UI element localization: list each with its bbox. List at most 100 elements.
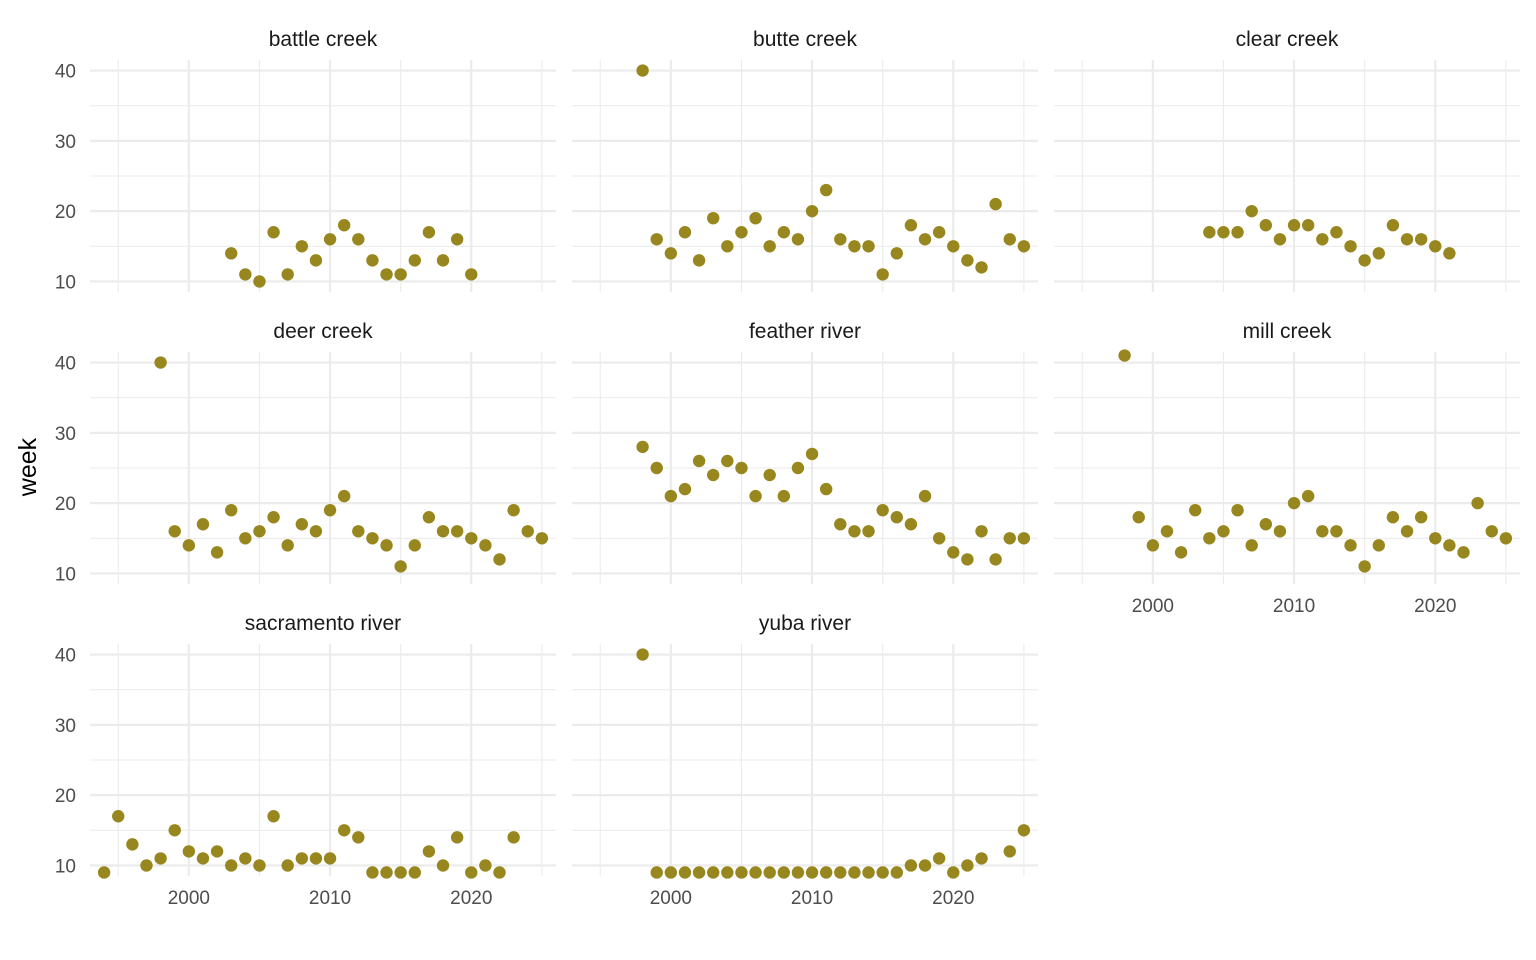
- data-point: [904, 219, 918, 232]
- data-point: [1386, 511, 1400, 524]
- data-point: [323, 233, 337, 246]
- facet-panels: battle creek 10 20 30 40 butte creek clear cre…: [55, 28, 1520, 909]
- data-point: [1118, 349, 1131, 362]
- data-point: [876, 866, 889, 879]
- data-point: [777, 226, 791, 239]
- facet-panel: feather river: [572, 320, 1038, 584]
- data-point: [834, 866, 847, 879]
- x-tick-label: 2010: [791, 888, 833, 909]
- data-point: [1330, 226, 1343, 239]
- data-point: [961, 553, 974, 566]
- data-point: [918, 489, 932, 503]
- data-point: [848, 525, 861, 538]
- data-point: [196, 518, 210, 531]
- data-point: [678, 226, 692, 239]
- data-point: [862, 240, 875, 253]
- x-tick-label: 2020: [1414, 596, 1456, 617]
- data-point: [1471, 496, 1484, 510]
- data-point: [168, 824, 181, 837]
- data-point: [650, 866, 663, 879]
- data-point: [1017, 240, 1031, 253]
- data-point: [422, 511, 436, 524]
- data-point: [154, 852, 167, 865]
- data-point: [465, 268, 478, 281]
- y-tick-label: 30: [55, 132, 76, 153]
- data-point: [692, 454, 706, 468]
- data-point: [636, 440, 649, 454]
- data-point: [309, 852, 323, 865]
- y-tick-label: 10: [55, 856, 76, 877]
- data-point: [436, 859, 450, 872]
- y-tick-label: 20: [55, 202, 76, 223]
- data-point: [323, 503, 337, 517]
- data-point: [805, 866, 819, 879]
- data-point: [281, 859, 294, 872]
- data-point: [337, 489, 351, 503]
- data-point: [352, 525, 365, 538]
- data-point: [735, 226, 748, 239]
- facet-panel: battle creek 10 20 30 40: [55, 28, 556, 293]
- data-point: [493, 553, 506, 566]
- data-point: [507, 503, 520, 517]
- data-point: [281, 268, 294, 281]
- data-point: [225, 503, 238, 517]
- data-point: [394, 268, 407, 281]
- data-point: [749, 211, 762, 225]
- data-point: [1358, 254, 1371, 267]
- data-point: [436, 254, 450, 267]
- data-point: [947, 546, 960, 559]
- data-point: [975, 261, 988, 274]
- x-tick-label: 2010: [1273, 596, 1315, 617]
- data-point: [140, 859, 153, 872]
- data-point: [479, 859, 492, 872]
- data-point: [763, 240, 776, 253]
- data-point: [918, 859, 932, 872]
- data-point: [791, 866, 805, 879]
- y-tick-label: 30: [55, 716, 76, 737]
- data-point: [1003, 233, 1016, 246]
- data-point: [450, 525, 464, 538]
- data-point: [834, 233, 847, 246]
- y-tick-label: 40: [55, 646, 76, 667]
- data-point: [337, 824, 351, 837]
- data-point: [1386, 219, 1400, 232]
- data-point: [1485, 525, 1498, 538]
- data-point: [168, 525, 181, 538]
- data-point: [1259, 219, 1273, 232]
- data-point: [352, 233, 365, 246]
- data-point: [961, 254, 974, 267]
- facet-strip-title: clear creek: [1236, 28, 1339, 51]
- data-point: [763, 866, 776, 879]
- data-point: [1217, 525, 1230, 538]
- data-point: [408, 254, 421, 267]
- data-point: [1160, 525, 1174, 538]
- data-point: [309, 525, 323, 538]
- data-point: [664, 247, 678, 260]
- data-point: [975, 525, 988, 538]
- data-point: [721, 454, 734, 468]
- data-point: [805, 447, 819, 461]
- data-point: [1429, 240, 1442, 253]
- data-point: [1132, 511, 1145, 524]
- data-point: [295, 518, 309, 531]
- data-point: [337, 219, 351, 232]
- data-point: [239, 268, 252, 281]
- data-point: [422, 226, 436, 239]
- data-point: [1301, 219, 1315, 232]
- data-point: [932, 532, 946, 545]
- x-tick-label: 2010: [309, 888, 351, 909]
- data-point: [1189, 503, 1202, 517]
- facet-panel: yuba river 2000 2010 2020: [572, 612, 1038, 909]
- data-point: [735, 866, 748, 879]
- data-point: [352, 831, 365, 844]
- data-point: [763, 468, 776, 482]
- data-point: [535, 532, 549, 545]
- data-point: [1174, 546, 1188, 559]
- data-point: [1457, 546, 1470, 559]
- data-point: [450, 233, 464, 246]
- data-point: [862, 525, 875, 538]
- data-point: [408, 539, 421, 552]
- facet-panel: deer creek 10 20 30 40: [55, 320, 556, 585]
- data-point: [1146, 539, 1160, 552]
- data-point: [1414, 511, 1428, 524]
